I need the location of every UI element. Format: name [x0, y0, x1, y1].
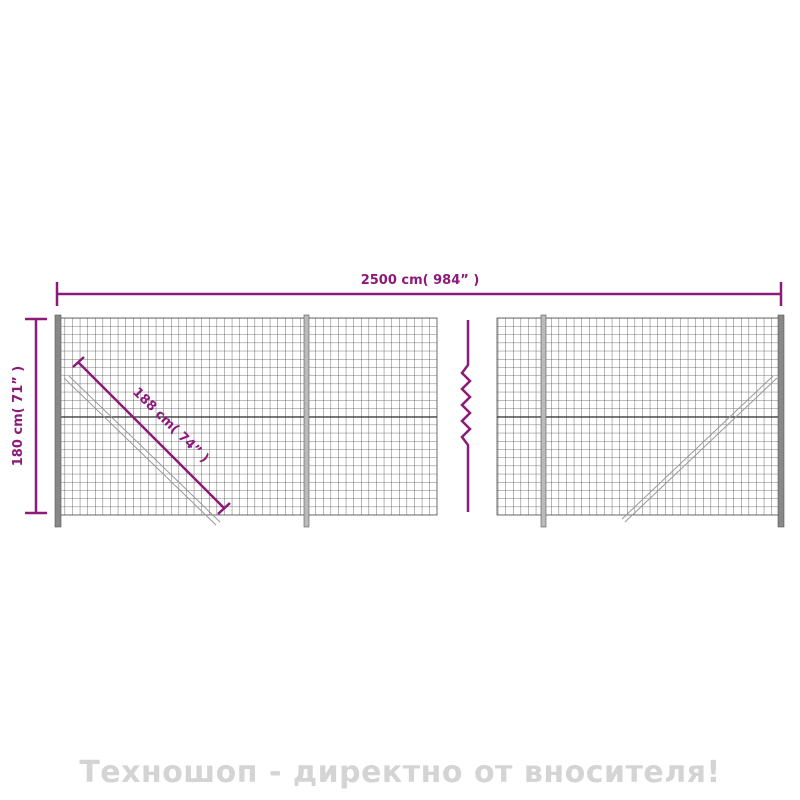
length-dimension: 2500 cm( 984” ) [55, 273, 783, 306]
watermark: Техношоп - директно от вносителя! [79, 755, 721, 790]
fence-panel-right [496, 314, 785, 528]
break-symbol [460, 320, 472, 512]
fence-post [777, 314, 785, 528]
fence-post [54, 314, 62, 528]
brace-strut [63, 375, 221, 526]
height-dimension: 180 cm( 71” ) [11, 317, 47, 515]
brace-strut [621, 375, 778, 523]
fence-post [540, 314, 547, 528]
fence-post [303, 314, 310, 528]
fence-panel-left [54, 314, 438, 528]
length-label: 2500 cm( 984” ) [361, 273, 480, 288]
height-label: 180 cm( 71” ) [11, 366, 26, 466]
